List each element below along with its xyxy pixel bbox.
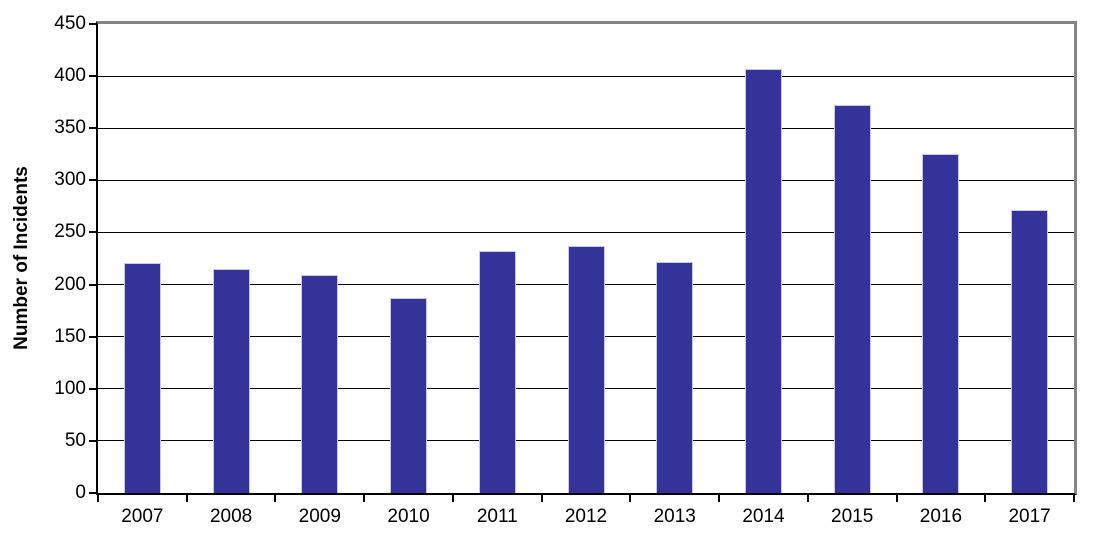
- y-tick-label-50: 50: [64, 429, 86, 451]
- y-tick-350: [89, 127, 96, 130]
- bar-2009: [301, 275, 339, 493]
- x-tick-11: [1073, 495, 1075, 502]
- y-tick-label-400: 400: [54, 65, 86, 87]
- gridline-250: [98, 231, 1074, 233]
- y-tick-450: [89, 23, 96, 25]
- y-tick-label-450: 450: [54, 13, 86, 34]
- y-tick-label-100: 100: [54, 377, 86, 399]
- x-tick-label-2014: 2014: [742, 506, 785, 527]
- y-tick-label-350: 350: [54, 117, 86, 139]
- y-tick-250: [89, 231, 96, 234]
- bar-2010: [390, 298, 428, 493]
- bar-2012: [567, 246, 605, 493]
- bar-2007: [123, 262, 161, 493]
- y-tick-0: [89, 492, 96, 494]
- x-tick-5: [540, 495, 543, 502]
- gridline-400: [98, 75, 1074, 77]
- bar-2008: [212, 268, 250, 493]
- x-tick-label-2015: 2015: [831, 506, 874, 527]
- bar-2011: [478, 251, 516, 493]
- y-tick-200: [89, 283, 96, 286]
- y-tick-150: [89, 335, 96, 338]
- x-tick-label-2008: 2008: [209, 506, 253, 527]
- bar-2017: [1011, 209, 1049, 493]
- y-tick-label-250: 250: [54, 221, 86, 243]
- y-tick-300: [89, 179, 96, 182]
- x-tick-4: [451, 495, 454, 502]
- gridline-350: [98, 127, 1074, 129]
- x-tick-10: [984, 495, 987, 502]
- x-tick-label-2007: 2007: [121, 506, 164, 527]
- x-tick-label-2013: 2013: [653, 506, 696, 527]
- gridline-300: [98, 179, 1074, 181]
- x-tick-0: [97, 495, 99, 502]
- bar-2015: [833, 105, 871, 493]
- bar-2016: [922, 154, 960, 493]
- y-tick-label-0: 0: [75, 482, 86, 503]
- bar-2013: [656, 261, 694, 493]
- x-tick-label-2012: 2012: [564, 506, 608, 527]
- x-tick-6: [629, 495, 632, 502]
- x-tick-1: [185, 495, 188, 502]
- y-axis-title: Number of Incidents: [11, 166, 32, 350]
- y-tick-50: [89, 439, 96, 442]
- x-tick-9: [895, 495, 898, 502]
- y-tick-400: [89, 75, 96, 78]
- x-tick-7: [718, 495, 721, 502]
- x-tick-label-2010: 2010: [387, 506, 430, 527]
- x-tick-2: [274, 495, 277, 502]
- x-tick-label-2009: 2009: [298, 506, 341, 527]
- y-tick-label-150: 150: [54, 325, 86, 347]
- x-tick-3: [363, 495, 366, 502]
- y-tick-label-300: 300: [54, 169, 86, 191]
- plot-area: [96, 21, 1077, 495]
- y-tick-100: [89, 387, 96, 390]
- y-tick-label-200: 200: [54, 273, 86, 295]
- x-tick-label-2011: 2011: [476, 506, 518, 527]
- x-tick-label-2016: 2016: [919, 506, 963, 527]
- x-tick-label-2017: 2017: [1008, 506, 1051, 527]
- bar-2014: [744, 68, 782, 493]
- x-tick-8: [806, 495, 809, 502]
